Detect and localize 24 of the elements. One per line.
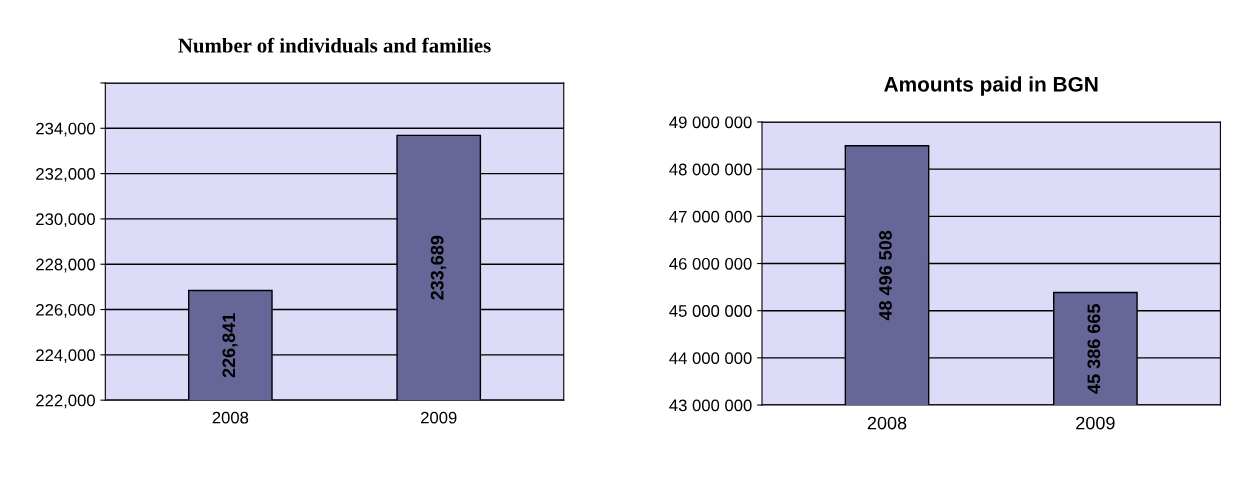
y-tick-label: 44 000 000 <box>669 352 752 365</box>
y-tick-label: 226,000 <box>36 303 95 318</box>
y-tick-label: 49 000 000 <box>669 116 752 129</box>
chart-title: Number of individuals and families <box>178 37 491 53</box>
y-tick-label: 45 000 000 <box>669 305 752 317</box>
x-tick-label: 2008 <box>867 416 907 430</box>
y-tick-label: 228,000 <box>36 258 95 273</box>
data-label: 45 386 665 <box>1087 304 1101 394</box>
chart-title: Amounts paid in BGN <box>884 76 1098 96</box>
y-tick-label: 43 000 000 <box>669 399 752 412</box>
y-tick-label: 222,000 <box>36 394 95 409</box>
y-tick-label: 230,000 <box>36 213 95 228</box>
y-tick-label: 48 000 000 <box>669 163 752 176</box>
y-tick-label: 234,000 <box>36 122 95 137</box>
y-tick-label: 224,000 <box>36 349 95 364</box>
x-tick-label: 2009 <box>421 411 457 424</box>
x-tick-label: 2008 <box>212 411 249 424</box>
y-tick-label: 47 000 000 <box>669 210 752 223</box>
data-label: 226,841 <box>222 313 238 378</box>
y-tick-label: 232,000 <box>36 167 95 182</box>
x-tick-label: 2009 <box>1076 416 1115 430</box>
data-label: 233,689 <box>430 235 447 300</box>
data-label: 48 496 508 <box>879 230 892 321</box>
y-tick-label: 46 000 000 <box>669 257 752 270</box>
